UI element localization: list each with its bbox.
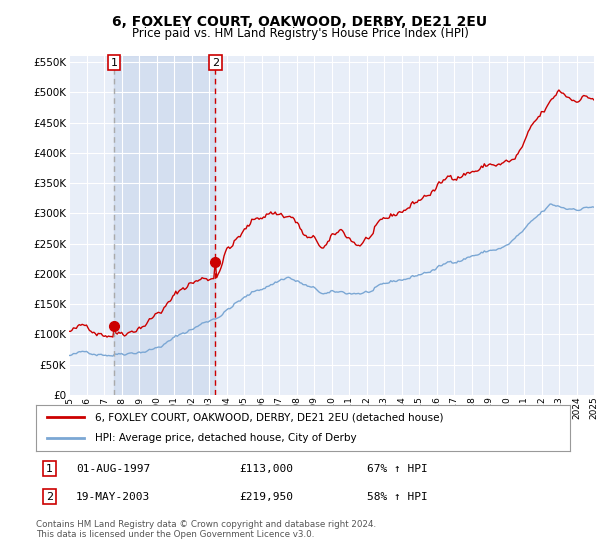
Text: 1: 1 bbox=[110, 58, 118, 68]
Text: Contains HM Land Registry data © Crown copyright and database right 2024.
This d: Contains HM Land Registry data © Crown c… bbox=[36, 520, 376, 539]
Text: 67% ↑ HPI: 67% ↑ HPI bbox=[367, 464, 428, 474]
Text: 6, FOXLEY COURT, OAKWOOD, DERBY, DE21 2EU (detached house): 6, FOXLEY COURT, OAKWOOD, DERBY, DE21 2E… bbox=[95, 412, 443, 422]
Text: 2: 2 bbox=[46, 492, 53, 502]
Text: Price paid vs. HM Land Registry's House Price Index (HPI): Price paid vs. HM Land Registry's House … bbox=[131, 27, 469, 40]
Text: 19-MAY-2003: 19-MAY-2003 bbox=[76, 492, 151, 502]
Text: 01-AUG-1997: 01-AUG-1997 bbox=[76, 464, 151, 474]
Text: £113,000: £113,000 bbox=[239, 464, 293, 474]
Text: HPI: Average price, detached house, City of Derby: HPI: Average price, detached house, City… bbox=[95, 433, 356, 444]
Text: 58% ↑ HPI: 58% ↑ HPI bbox=[367, 492, 428, 502]
Text: £219,950: £219,950 bbox=[239, 492, 293, 502]
Text: 1: 1 bbox=[46, 464, 53, 474]
Bar bbox=[114, 56, 215, 395]
Text: 2: 2 bbox=[212, 58, 219, 68]
Text: 6, FOXLEY COURT, OAKWOOD, DERBY, DE21 2EU: 6, FOXLEY COURT, OAKWOOD, DERBY, DE21 2E… bbox=[112, 15, 488, 29]
